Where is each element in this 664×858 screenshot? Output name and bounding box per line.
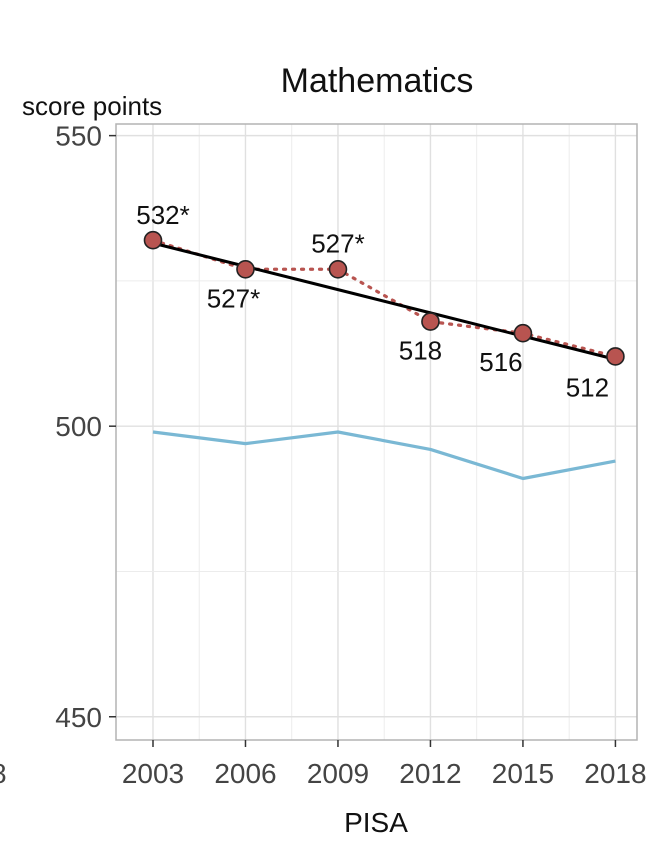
axis-ticks: 2003 2006 2009 2012 2015 2018 450 500 550 (55, 121, 646, 789)
data-label: 527* (207, 283, 261, 313)
y-tick-label: 550 (55, 121, 102, 152)
data-label: 518 (399, 336, 442, 366)
data-point (513, 323, 533, 343)
edge-tick-label: 8 (0, 758, 7, 789)
x-tick-label: 2012 (399, 758, 461, 789)
x-tick-label: 2003 (122, 758, 184, 789)
data-point (421, 312, 440, 331)
series-layer (143, 230, 625, 481)
y-tick-label: 500 (55, 411, 102, 442)
x-tick-label: 2006 (214, 758, 276, 789)
data-point (236, 259, 255, 279)
trend-line (152, 241, 616, 361)
data-point (143, 230, 163, 250)
data-point (606, 347, 625, 366)
data-label: 516 (479, 347, 522, 377)
y-axis-label: score points (22, 91, 162, 121)
data-labels: 532* 527* 527* 518 516 512 (136, 200, 609, 402)
x-tick-label: 2009 (307, 758, 369, 789)
y-tick-label: 450 (55, 702, 102, 733)
chart-title: Mathematics (281, 62, 474, 100)
plot-panel-border (115, 123, 638, 741)
score-dotted-line (151, 238, 618, 359)
data-label: 527* (311, 228, 365, 258)
x-tick-label: 2018 (584, 758, 646, 789)
x-axis-label: PISA (344, 807, 408, 838)
grid-lines (116, 124, 637, 740)
data-label: 512 (566, 372, 609, 402)
data-label: 532* (136, 200, 190, 230)
data-point (328, 259, 348, 279)
x-tick-label: 2015 (492, 758, 554, 789)
oecd-average-line (152, 430, 616, 481)
